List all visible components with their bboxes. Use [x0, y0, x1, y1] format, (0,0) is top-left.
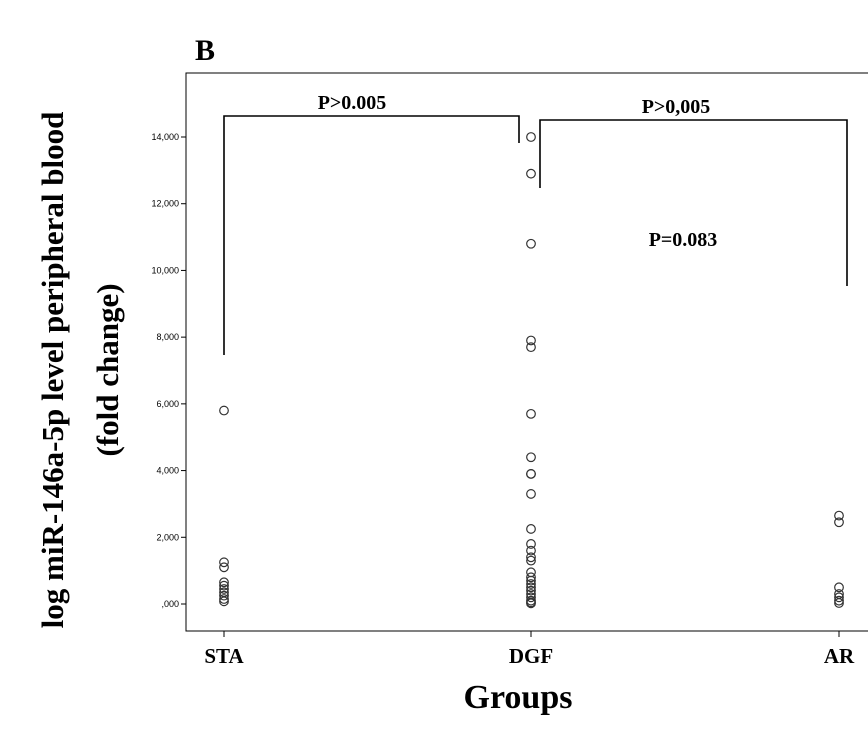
data-point [219, 590, 229, 601]
data-point [526, 489, 536, 499]
data-point [526, 585, 536, 596]
data-point [526, 592, 536, 603]
data-point [526, 575, 536, 586]
data-point [526, 555, 536, 566]
x-tick-label: AR [824, 644, 855, 668]
data-point [526, 342, 536, 353]
data-point [219, 562, 229, 573]
data-point [834, 598, 844, 608]
x-axis-title: Groups [464, 679, 573, 716]
data-point [526, 132, 536, 142]
significance-brackets [223, 115, 848, 355]
data-point [526, 469, 536, 479]
data-point [526, 524, 536, 534]
data-point [219, 577, 229, 588]
x-tick-label: STA [204, 644, 244, 668]
y-tick-label: 12,000 [151, 199, 179, 209]
data-point [526, 335, 536, 346]
data-point [219, 405, 229, 416]
x-axis: STA DGF AR [204, 631, 855, 668]
data-point [526, 168, 536, 179]
data-point [834, 510, 844, 521]
data-point [526, 579, 536, 589]
y-tick-label: 4,000 [156, 466, 179, 476]
data-point [219, 580, 229, 591]
data-point [219, 596, 229, 607]
annotation-dgf-ar-sub: P=0.083 [649, 229, 718, 251]
data-points [219, 132, 844, 609]
y-axis: ,000 2,000 4,000 6,000 8,000 10,000 12,000 14,0… [151, 132, 186, 609]
x-tick-label: DGF [509, 644, 553, 668]
data-point [526, 408, 536, 419]
bracket-dgf-ar [539, 119, 848, 286]
data-point [526, 572, 536, 583]
y-tick-label: 8,000 [156, 332, 179, 342]
data-point [526, 582, 536, 593]
annotation-dgf-ar: P>0,005 [642, 96, 711, 118]
y-tick-label: 2,000 [156, 532, 179, 542]
panel-label: B [195, 34, 215, 67]
data-point [834, 517, 844, 528]
annotation-sta-dgf: P>0.005 [318, 92, 387, 114]
data-point [834, 592, 844, 603]
data-point [526, 238, 536, 249]
y-tick-label: 6,000 [156, 399, 179, 409]
data-point [526, 598, 536, 609]
data-point [526, 567, 536, 578]
data-point [219, 584, 229, 594]
data-point [834, 582, 844, 593]
plot-area [185, 72, 868, 632]
y-tick-label: 10,000 [151, 265, 179, 275]
data-point [526, 545, 536, 556]
y-axis-title-line2: (fold change) [90, 283, 125, 456]
data-point [526, 539, 536, 549]
y-tick-label: 14,000 [151, 132, 179, 142]
data-point [219, 557, 229, 568]
bracket-sta-dgf [223, 115, 520, 355]
data-point [526, 552, 536, 563]
data-point [526, 452, 536, 463]
y-tick-label: ,000 [161, 599, 179, 609]
y-axis-title-line1: log miR-146a-5p level peripheral blood [35, 112, 70, 629]
